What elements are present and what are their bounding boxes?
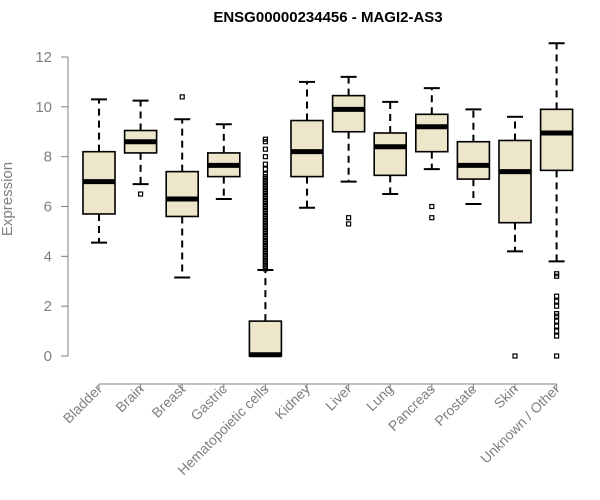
x-tick-label: Prostate xyxy=(431,381,479,429)
box xyxy=(539,108,574,172)
x-tick-label: Breast xyxy=(148,381,188,421)
box-group xyxy=(207,123,241,201)
outlier-point xyxy=(553,313,560,319)
outlier-point xyxy=(138,191,144,197)
y-tick-label: 0 xyxy=(44,348,52,365)
outlier-point xyxy=(262,166,268,172)
chart-title: ENSG00000234456 - MAGI2-AS3 xyxy=(213,9,442,26)
outlier-point xyxy=(512,353,518,359)
x-tick-label: Kidney xyxy=(272,381,314,423)
outlier-point xyxy=(262,136,268,142)
box xyxy=(456,140,491,180)
x-tick-label: Skin xyxy=(491,381,522,412)
x-tick-label: Lung xyxy=(363,381,396,414)
boxes-layer xyxy=(82,42,574,359)
y-tick-label: 2 xyxy=(44,298,52,315)
box-group xyxy=(414,87,449,221)
outlier-point xyxy=(553,328,560,334)
outlier-point xyxy=(553,303,560,309)
outlier-point xyxy=(179,94,185,100)
box xyxy=(290,119,324,178)
box-group xyxy=(248,136,283,358)
outlier-point xyxy=(262,154,268,160)
box-group xyxy=(539,42,574,359)
y-tick-label: 8 xyxy=(44,149,52,166)
outlier-point xyxy=(262,146,268,152)
outlier-point xyxy=(429,215,435,221)
box-group xyxy=(123,99,158,197)
outlier-point xyxy=(262,161,268,167)
box-group xyxy=(165,94,199,279)
box xyxy=(165,170,199,218)
x-tick-label: Unknown / Other xyxy=(477,381,563,467)
box xyxy=(373,132,408,177)
outlier-point xyxy=(553,333,560,339)
outlier-point xyxy=(553,293,560,299)
y-tick-label: 10 xyxy=(35,99,52,116)
box xyxy=(498,139,532,224)
axes: 0 2 4 6 8 10 12 xyxy=(35,49,558,391)
outlier-point xyxy=(553,298,560,304)
outlier-point xyxy=(262,171,268,177)
box-group xyxy=(290,80,324,209)
y-tick-label: 12 xyxy=(35,49,52,66)
x-tick-label: Brain xyxy=(112,381,146,415)
y-tick-label: 6 xyxy=(44,199,52,216)
box-group xyxy=(456,108,491,206)
box-group xyxy=(82,98,116,244)
box-group xyxy=(331,75,366,227)
x-tick-label: Liver xyxy=(322,381,355,414)
y-axis-label: Expression xyxy=(0,162,16,236)
outlier-point xyxy=(346,215,352,221)
outlier-point xyxy=(553,273,560,279)
box-group xyxy=(498,115,532,359)
outlier-point xyxy=(553,318,560,324)
x-tick-label: Bladder xyxy=(60,381,106,427)
outlier-point xyxy=(429,203,435,210)
outlier-point xyxy=(553,323,560,329)
outlier-point xyxy=(553,353,560,359)
box xyxy=(248,320,283,357)
box-group xyxy=(373,100,408,196)
box xyxy=(414,113,449,153)
box xyxy=(331,94,366,133)
y-tick-label: 4 xyxy=(44,248,52,265)
outlier-point xyxy=(346,221,352,227)
